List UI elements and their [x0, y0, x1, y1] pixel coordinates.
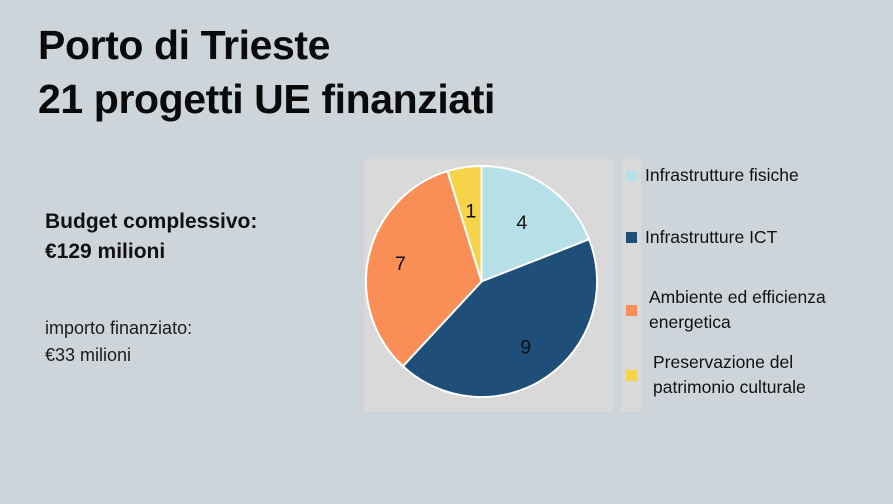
pie-label-group: 4 9 7 1 [395, 201, 531, 359]
pie-chart-svg: 4 9 7 1 [365, 164, 599, 399]
legend-swatch-icon-2 [626, 304, 637, 316]
legend-item-ambiente-ed-efficienza-energetica[interactable]: Ambiente ed efficienza energetica [626, 285, 826, 336]
financed-block: importo finanziato: €33 milioni [45, 315, 345, 369]
pie-chart: 4 9 7 1 [365, 164, 602, 401]
pie-data-label: 9 [520, 336, 531, 358]
legend-swatch-icon-3 [626, 369, 637, 381]
title-line-2: 21 progetti UE finanziati [38, 76, 495, 123]
legend-item-preservazione-del-patrimonio-culturale[interactable]: Preservazione del patrimonio culturale [626, 350, 806, 401]
legend-label-1: Infrastrutture ICT [645, 227, 778, 247]
legend-swatch-icon-0 [626, 170, 637, 182]
pie-slice[interactable] [401, 238, 599, 399]
legend-swatch-icon-1 [626, 232, 637, 244]
budget-label: Budget complessivo: [45, 210, 258, 233]
pie-slice[interactable] [480, 164, 591, 283]
page-title: Porto di Trieste 21 progetti UE finanzia… [38, 18, 678, 126]
legend-label-0: Infrastrutture fisiche [645, 165, 799, 185]
legend-backplate [621, 159, 641, 412]
legend-label-3: Preservazione del patrimonio culturale [653, 352, 806, 398]
pie-slice-group [365, 164, 599, 399]
pie-data-label: 7 [395, 253, 406, 275]
legend-label-2: Ambiente ed efficienza energetica [649, 287, 826, 333]
pie-data-label: 4 [516, 212, 527, 234]
legend-item-infrastrutture-fisiche[interactable]: Infrastrutture fisiche [626, 163, 799, 188]
pie-data-label: 1 [465, 201, 476, 223]
budget-block: Budget complessivo: €129 milioni [45, 207, 345, 268]
legend-item-infrastrutture-ict[interactable]: Infrastrutture ICT [626, 225, 777, 250]
pie-slice[interactable] [446, 164, 483, 282]
financed-amount: €33 milioni [45, 345, 132, 365]
financed-label: importo finanziato: [45, 318, 193, 338]
budget-amount: €129 milioni [45, 240, 166, 264]
pie-slice[interactable] [365, 169, 483, 368]
title-line-1: Porto di Trieste [38, 22, 331, 68]
